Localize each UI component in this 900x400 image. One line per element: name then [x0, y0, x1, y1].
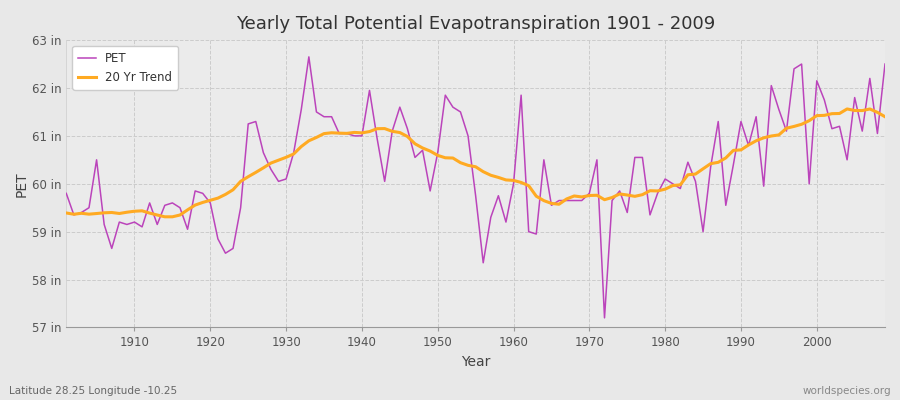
PET: [288, 150, 299, 155]
20 Yr Trend: [842, 106, 852, 111]
20 Yr Trend: [607, 195, 617, 200]
PET: [61, 191, 72, 196]
20 Yr Trend: [61, 210, 72, 215]
20 Yr Trend: [879, 114, 890, 119]
20 Yr Trend: [159, 214, 170, 219]
Text: worldspecies.org: worldspecies.org: [803, 386, 891, 396]
20 Yr Trend: [508, 178, 519, 183]
PET: [341, 131, 352, 136]
20 Yr Trend: [341, 131, 352, 136]
PET: [516, 93, 526, 98]
PET: [879, 62, 890, 66]
PET: [303, 54, 314, 59]
Line: 20 Yr Trend: 20 Yr Trend: [67, 109, 885, 217]
Y-axis label: PET: PET: [15, 171, 29, 196]
20 Yr Trend: [516, 180, 526, 185]
20 Yr Trend: [296, 144, 307, 149]
20 Yr Trend: [122, 210, 132, 215]
PET: [599, 316, 610, 320]
Title: Yearly Total Potential Evapotranspiration 1901 - 2009: Yearly Total Potential Evapotranspiratio…: [236, 15, 716, 33]
Line: PET: PET: [67, 57, 885, 318]
X-axis label: Year: Year: [461, 355, 491, 369]
PET: [508, 181, 519, 186]
PET: [615, 188, 626, 193]
Text: Latitude 28.25 Longitude -10.25: Latitude 28.25 Longitude -10.25: [9, 386, 177, 396]
Legend: PET, 20 Yr Trend: PET, 20 Yr Trend: [72, 46, 178, 90]
PET: [122, 222, 132, 227]
